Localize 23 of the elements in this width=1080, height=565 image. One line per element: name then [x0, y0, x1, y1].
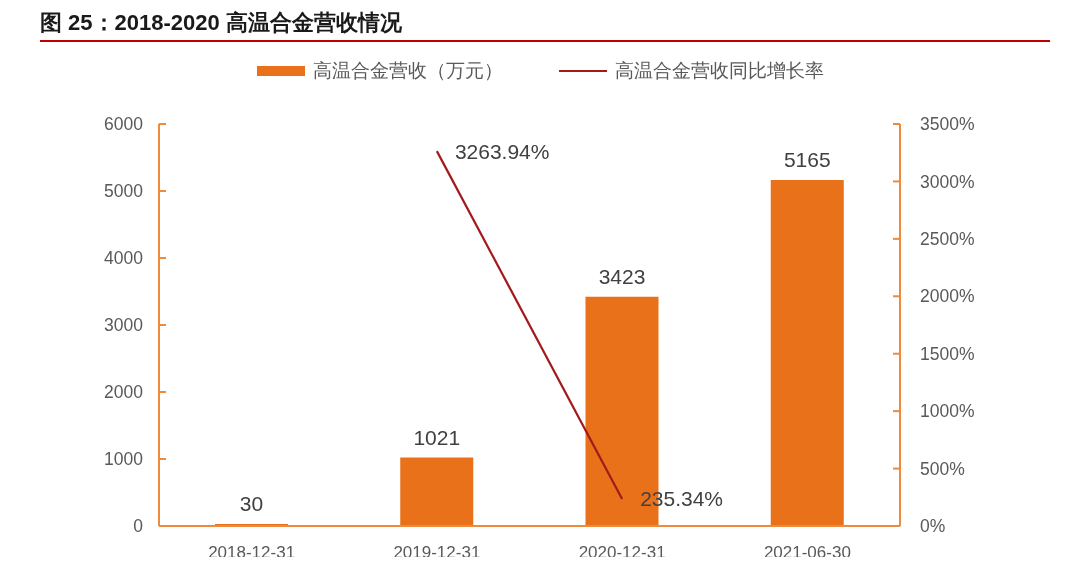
y-tick-label: 5000 [104, 181, 144, 202]
legend-label: 高温合金营收同比增长率 [614, 59, 824, 83]
y2-tick-label: 3000% [920, 171, 975, 192]
data-label: 3263.94% [454, 139, 550, 163]
y-tick-label: 4000 [104, 248, 144, 269]
y-tick-label: 1000 [104, 449, 144, 470]
data-label: 30 [239, 491, 264, 515]
y2-tick-label: 1500% [920, 343, 975, 364]
data-label: 3423 [598, 264, 646, 288]
chart-title: 图 25：2018-2020 高温合金营收情况 [40, 10, 402, 35]
y2-tick-label: 2500% [920, 229, 975, 250]
y-tick-label: 0 [133, 516, 144, 537]
y2-tick-label: 2000% [920, 286, 975, 307]
y-tick-label: 3000 [104, 315, 144, 336]
y2-tick-label: 500% [920, 458, 965, 479]
data-label: 5165 [783, 147, 831, 171]
y2-tick-label: 1000% [920, 401, 975, 422]
data-label: 1021 [413, 425, 461, 449]
legend-label: 高温合金营收（万元） [312, 59, 503, 83]
y-tick-label: 6000 [104, 114, 144, 135]
y2-tick-label: 3500% [920, 114, 975, 135]
y2-tick-label: 0% [920, 516, 946, 537]
y-tick-label: 2000 [104, 382, 144, 403]
